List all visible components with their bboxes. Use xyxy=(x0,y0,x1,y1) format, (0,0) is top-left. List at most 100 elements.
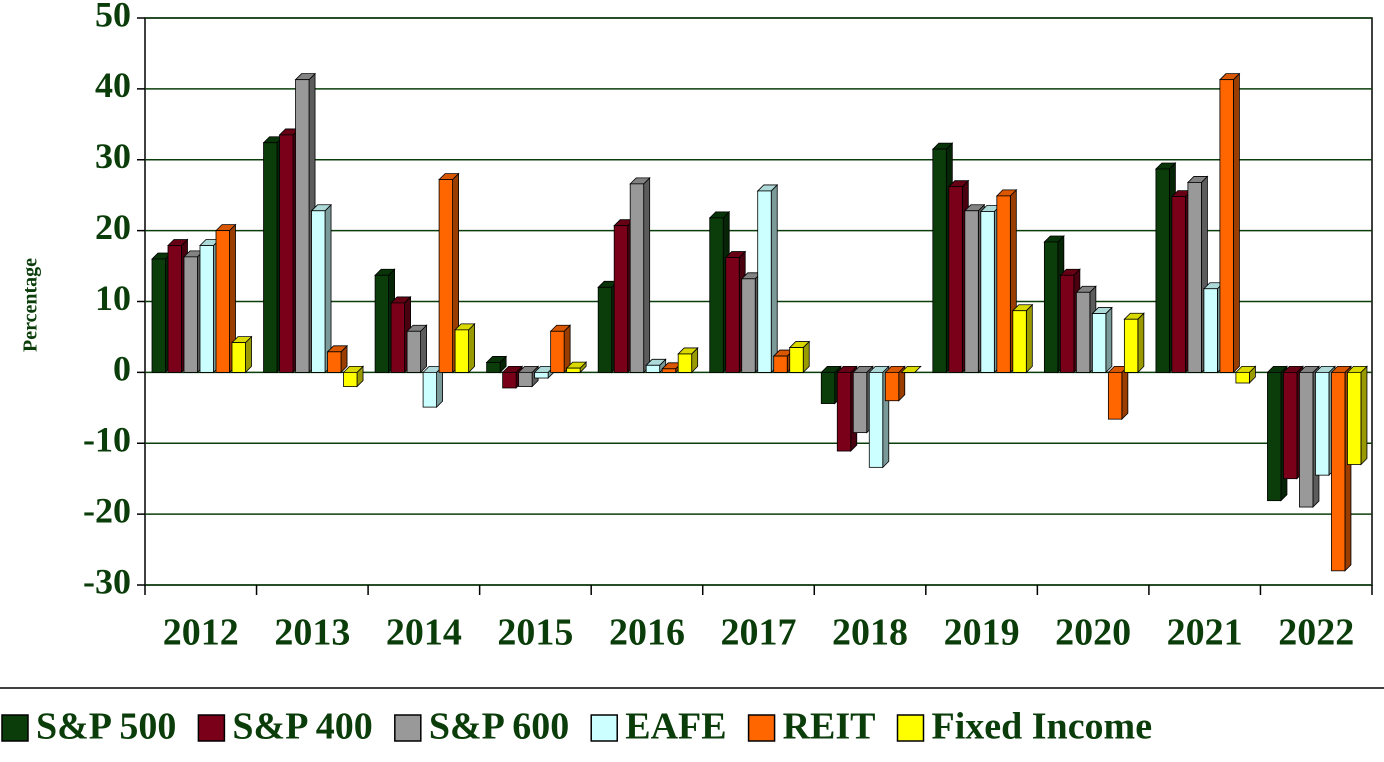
y-axis-label: Percentage xyxy=(20,258,42,352)
bar xyxy=(1091,313,1107,373)
bar xyxy=(390,302,405,373)
bar xyxy=(996,195,1011,373)
bar xyxy=(964,210,979,373)
bar xyxy=(422,371,437,408)
bar-side xyxy=(1121,365,1129,421)
bar xyxy=(231,342,246,373)
bar xyxy=(1075,291,1091,373)
bar xyxy=(183,256,198,373)
bar xyxy=(661,368,677,373)
bar-side xyxy=(1025,303,1033,374)
bar xyxy=(1043,241,1059,373)
y-tick-label: 50 xyxy=(95,0,131,34)
bar xyxy=(1315,371,1330,476)
x-tick-label: 2022 xyxy=(1278,612,1354,654)
bar xyxy=(454,329,469,373)
bar xyxy=(311,210,326,373)
legend-label: S&P 600 xyxy=(429,706,569,748)
bar xyxy=(1012,310,1027,373)
bar xyxy=(263,142,278,373)
bar xyxy=(1331,371,1346,572)
y-tick-label: 20 xyxy=(95,207,131,247)
bar xyxy=(167,245,182,373)
y-tick-label: 0 xyxy=(113,349,131,389)
legend-label: S&P 500 xyxy=(36,706,176,748)
bar-side xyxy=(1105,306,1113,374)
bar-side xyxy=(1137,312,1145,374)
bar xyxy=(1155,168,1170,373)
legend-label: EAFE xyxy=(625,706,726,748)
bar-side xyxy=(324,203,332,374)
bar xyxy=(773,355,788,373)
y-tick-label: 30 xyxy=(95,136,131,176)
bar xyxy=(1123,318,1139,373)
bar xyxy=(518,371,533,387)
bar-side xyxy=(1233,72,1240,374)
bar xyxy=(884,371,900,402)
bar xyxy=(757,190,772,373)
bar xyxy=(438,179,453,373)
bar xyxy=(932,148,947,373)
bar xyxy=(725,257,740,373)
bar xyxy=(1347,371,1362,465)
bar xyxy=(629,183,645,373)
y-tick-label: -20 xyxy=(83,490,131,530)
y-tick-label: 40 xyxy=(95,65,131,105)
x-tick-label: 2017 xyxy=(721,612,797,654)
bar xyxy=(1171,196,1186,373)
x-tick-label: 2020 xyxy=(1055,612,1131,654)
y-tick-label: 10 xyxy=(95,278,131,318)
bar xyxy=(613,225,629,373)
bar xyxy=(852,371,868,434)
bar xyxy=(820,371,836,404)
bar xyxy=(1299,371,1314,508)
y-tick-label: -10 xyxy=(83,420,131,460)
legend-label: REIT xyxy=(783,706,876,748)
bar xyxy=(1187,182,1202,373)
bar xyxy=(1107,371,1123,420)
legend-swatch xyxy=(1,714,29,742)
legend-swatch xyxy=(197,714,226,742)
x-tick-label: 2014 xyxy=(386,612,462,654)
bar xyxy=(406,330,421,373)
bar xyxy=(980,211,995,373)
legend-swatch xyxy=(590,714,618,742)
bar xyxy=(836,371,852,452)
legend-label: S&P 400 xyxy=(232,706,372,748)
bar-side xyxy=(770,183,778,374)
bar xyxy=(295,79,310,373)
bar xyxy=(948,186,963,373)
x-tick-label: 2021 xyxy=(1167,612,1243,654)
bar xyxy=(327,351,342,373)
bar xyxy=(597,286,613,373)
bar xyxy=(789,347,804,373)
bar xyxy=(1235,371,1250,384)
bar xyxy=(1267,371,1282,502)
bar xyxy=(1059,274,1075,373)
x-tick-label: 2015 xyxy=(497,612,573,654)
bar-side xyxy=(1360,365,1368,466)
bar xyxy=(566,367,581,373)
bar xyxy=(1283,371,1298,480)
legend-swatch xyxy=(394,714,422,742)
x-tick-label: 2016 xyxy=(609,612,685,654)
bar xyxy=(279,134,294,373)
bar xyxy=(709,217,724,373)
legend-swatch xyxy=(747,714,776,742)
bar xyxy=(1203,288,1218,373)
bar xyxy=(374,274,389,373)
bar xyxy=(502,371,517,389)
bar-side xyxy=(468,322,475,374)
bar xyxy=(677,353,693,373)
bar xyxy=(645,364,661,373)
bar xyxy=(868,371,884,468)
bar xyxy=(741,278,756,373)
y-tick-label: -30 xyxy=(83,561,131,601)
bar-side xyxy=(420,324,427,374)
bar xyxy=(534,371,549,379)
bar xyxy=(215,230,230,373)
x-tick-label: 2019 xyxy=(944,612,1020,654)
x-tick-label: 2018 xyxy=(832,612,908,654)
bar xyxy=(550,330,565,373)
